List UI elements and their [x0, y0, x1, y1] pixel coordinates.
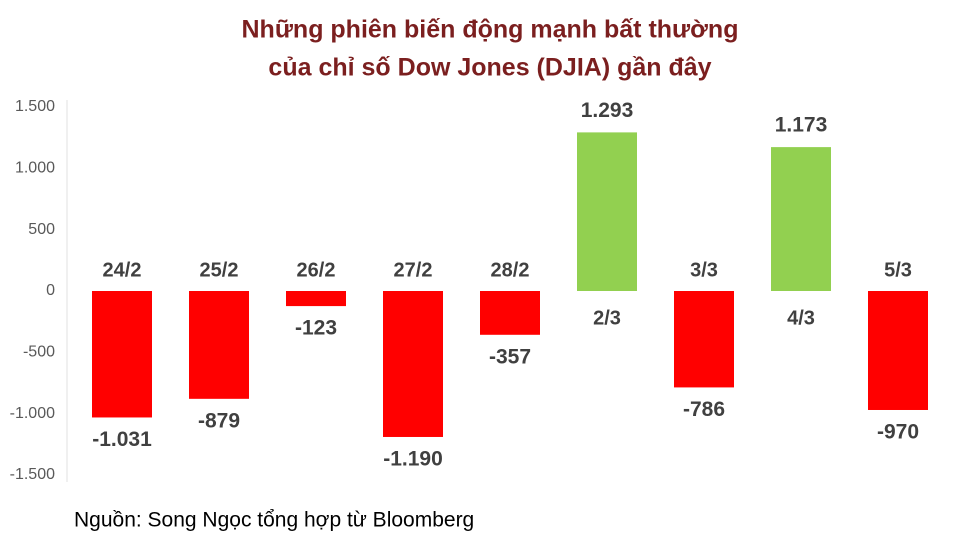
y-tick-label: 500 — [28, 221, 55, 238]
bar — [189, 291, 249, 399]
bar — [480, 291, 540, 335]
x-tick-label: 26/2 — [297, 259, 336, 281]
bar — [286, 291, 346, 307]
x-tick-label: 24/2 — [103, 259, 142, 281]
value-label: -1.190 — [383, 448, 443, 471]
bar — [674, 291, 734, 388]
bar — [868, 291, 928, 410]
chart-title: Những phiên biến động mạnh bất thường — [242, 16, 739, 44]
x-tick-label: 3/3 — [690, 259, 718, 281]
value-label: 1.173 — [775, 114, 828, 137]
x-tick-label: 28/2 — [491, 259, 530, 281]
value-label: -357 — [489, 345, 531, 368]
source-note: Nguồn: Song Ngọc tổng hợp từ Bloomberg — [74, 509, 474, 532]
y-tick-label: 1.000 — [15, 160, 55, 177]
bar — [771, 147, 831, 291]
y-tick-label: 1.500 — [15, 98, 55, 115]
value-label: -786 — [683, 398, 725, 421]
x-tick-label: 2/3 — [593, 307, 621, 329]
value-label: -970 — [877, 421, 919, 444]
bar — [92, 291, 152, 418]
y-tick-label: 0 — [46, 282, 55, 299]
chart-title: của chỉ số Dow Jones (DJIA) gần đây — [268, 54, 711, 82]
x-tick-label: 4/3 — [787, 307, 815, 329]
value-label: -1.031 — [92, 428, 152, 451]
y-tick-label: -1.500 — [10, 466, 55, 483]
y-tick-label: -1.000 — [10, 405, 55, 422]
bar — [577, 132, 637, 291]
x-tick-label: 25/2 — [200, 259, 239, 281]
value-label: -879 — [198, 409, 240, 432]
x-tick-label: 5/3 — [884, 259, 912, 281]
bar — [383, 291, 443, 437]
value-label: 1.293 — [581, 99, 634, 122]
x-tick-label: 27/2 — [394, 259, 433, 281]
y-tick-label: -500 — [23, 344, 55, 361]
value-label: -123 — [295, 317, 337, 340]
